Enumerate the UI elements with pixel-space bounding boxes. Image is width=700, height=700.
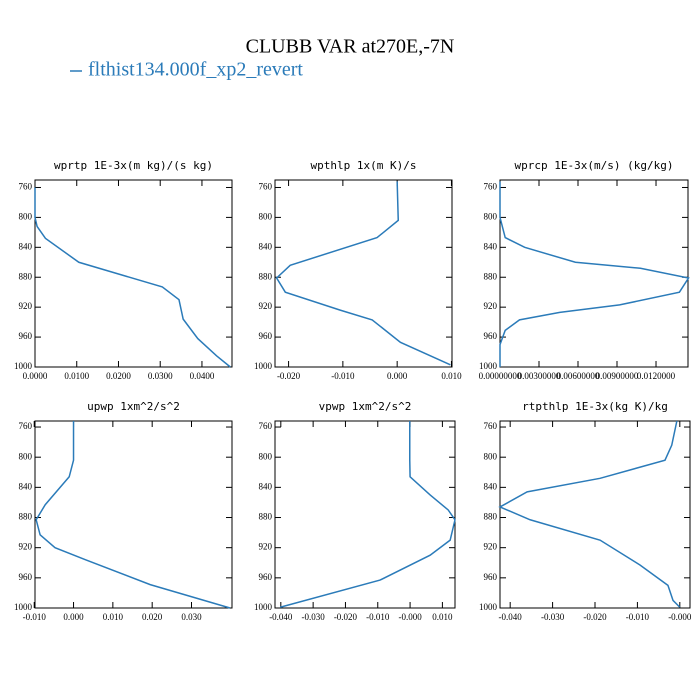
y-tick-label: 920 (19, 542, 33, 552)
profile-line (34, 187, 231, 368)
y-tick-label: 760 (484, 182, 498, 192)
profile-line (498, 420, 681, 608)
panel-title: wpthlp 1x(m K)/s (311, 159, 417, 172)
x-tick-label: 0.0120000 (637, 371, 676, 381)
y-tick-label: 920 (484, 542, 498, 552)
y-tick-label: 1000 (254, 602, 273, 612)
x-tick-label: -0.010 (23, 612, 47, 622)
y-tick-label: 800 (484, 451, 498, 461)
y-tick-label: 920 (259, 542, 273, 552)
x-tick-label: 0.020 (142, 612, 163, 622)
panel-title: upwp 1xm^2/s^2 (87, 400, 180, 413)
y-tick-label: 1000 (254, 361, 273, 371)
y-tick-label: 1000 (14, 602, 33, 612)
x-tick-label: 0.0200 (106, 371, 131, 381)
y-tick-label: 800 (19, 211, 33, 221)
y-tick-label: 880 (259, 271, 273, 281)
profile-line (499, 181, 690, 367)
x-tick-label: -0.000 (668, 612, 692, 622)
plot-frame (34, 179, 233, 368)
x-tick-label: -0.010 (626, 612, 650, 622)
x-tick-label: 0.000 (387, 371, 408, 381)
x-tick-label: 0.00900000 (596, 371, 639, 381)
y-tick-label: 840 (259, 241, 273, 251)
x-tick-label: 0.0400 (190, 371, 215, 381)
y-tick-label: 840 (484, 241, 498, 251)
y-tick-label: 960 (19, 572, 33, 582)
y-tick-label: 840 (259, 481, 273, 491)
y-tick-label: 920 (484, 301, 498, 311)
x-tick-label: -0.020 (277, 371, 301, 381)
y-tick-label: 1000 (479, 602, 498, 612)
y-tick-label: 880 (259, 512, 273, 522)
x-tick-label: -0.040 (499, 612, 523, 622)
plot-frame (499, 179, 689, 368)
plot-frame (34, 420, 233, 609)
x-tick-label: -0.010 (366, 612, 390, 622)
y-tick-label: 880 (19, 512, 33, 522)
y-tick-label: 960 (484, 572, 498, 582)
x-tick-label: -0.000 (398, 612, 422, 622)
x-tick-label: -0.020 (583, 612, 607, 622)
y-tick-label: 960 (19, 331, 33, 341)
x-tick-label: 0.00300000 (518, 371, 561, 381)
y-tick-label: 880 (484, 512, 498, 522)
profile-line (279, 421, 456, 608)
y-tick-label: 760 (484, 421, 498, 431)
x-tick-label: -0.040 (269, 612, 293, 622)
x-tick-label: 0.0300 (148, 371, 173, 381)
y-tick-label: 920 (19, 301, 33, 311)
y-tick-label: 840 (484, 481, 498, 491)
y-tick-label: 760 (259, 421, 273, 431)
y-tick-label: 880 (484, 271, 498, 281)
plot-frame (274, 179, 453, 368)
y-tick-label: 880 (19, 271, 33, 281)
x-tick-label: 0.010 (441, 371, 462, 381)
y-tick-label: 840 (19, 241, 33, 251)
x-tick-label: 0.00000000 (479, 371, 522, 381)
panel-title: wprtp 1E-3x(m kg)/(s kg) (54, 159, 213, 172)
panel-title: vpwp 1xm^2/s^2 (319, 400, 412, 413)
y-tick-label: 800 (19, 451, 33, 461)
y-tick-label: 920 (259, 301, 273, 311)
y-tick-label: 1000 (14, 361, 33, 371)
panel-title: rtpthlp 1E-3x(kg K)/kg (522, 400, 668, 413)
y-tick-label: 1000 (479, 361, 498, 371)
x-tick-label: 0.0000 (23, 371, 48, 381)
x-tick-label: 0.000 (63, 612, 84, 622)
y-tick-label: 800 (259, 451, 273, 461)
x-tick-label: -0.030 (302, 612, 326, 622)
y-tick-label: 760 (19, 182, 33, 192)
y-tick-label: 760 (19, 421, 33, 431)
x-tick-label: 0.010 (432, 612, 453, 622)
x-tick-label: -0.020 (334, 612, 358, 622)
y-tick-label: 800 (484, 211, 498, 221)
profile-line (275, 181, 451, 366)
y-tick-label: 960 (259, 331, 273, 341)
panel-title: wprcp 1E-3x(m/s) (kg/kg) (515, 159, 674, 172)
y-tick-label: 960 (484, 331, 498, 341)
x-tick-label: 0.0100 (64, 371, 89, 381)
profile-line (35, 421, 231, 609)
y-tick-label: 760 (259, 182, 273, 192)
x-tick-label: 0.030 (181, 612, 202, 622)
y-tick-label: 800 (259, 211, 273, 221)
y-tick-label: 840 (19, 481, 33, 491)
x-tick-label: -0.010 (331, 371, 355, 381)
y-tick-label: 960 (259, 572, 273, 582)
x-tick-label: 0.010 (103, 612, 124, 622)
legend-label: flthist134.000f_xp2_revert (88, 59, 303, 81)
figure-title: CLUBB VAR at270E,-7N (246, 36, 455, 58)
plot-frame (274, 420, 456, 609)
x-tick-label: 0.00600000 (557, 371, 600, 381)
x-tick-label: -0.030 (541, 612, 565, 622)
